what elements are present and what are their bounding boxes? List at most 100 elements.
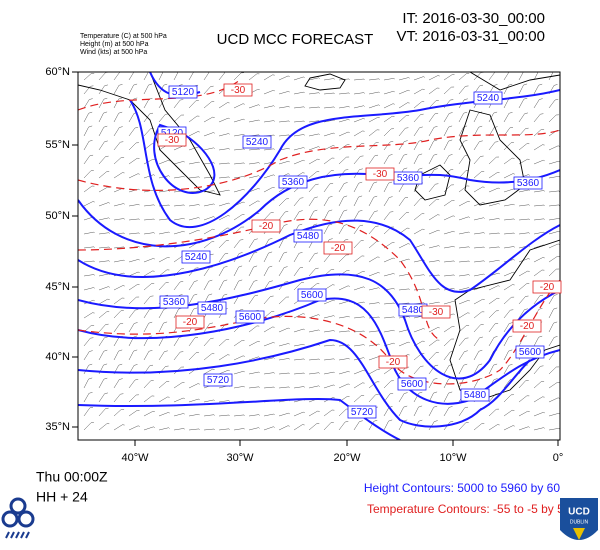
height-label: 5600 [397, 377, 427, 391]
legend-line: Wind (kts) at 500 hPa [80, 49, 147, 56]
ucd-subtext: DUBLIN [570, 519, 589, 525]
temperature-contour-note: Temperature Contours: -55 to -5 by 5 [367, 502, 564, 516]
lat-label: 50°N [45, 210, 70, 222]
lon-label: 20°W [333, 452, 361, 464]
height-label: 5360 [159, 295, 189, 309]
temperature-label-text: -30 [231, 85, 246, 96]
height-label-text: 5360 [517, 178, 540, 189]
height-label: 5600 [515, 345, 545, 359]
height-label: 5240 [473, 91, 503, 105]
temperature-label-text: -30 [165, 135, 180, 146]
height-contour [78, 338, 531, 428]
lat-label: 35°N [45, 421, 70, 433]
temperature-label-text: -20 [386, 357, 401, 368]
temperature-label: -30 [157, 133, 187, 147]
coastline [78, 72, 221, 196]
height-label: 5480 [293, 229, 323, 243]
height-label-text: 5600 [239, 312, 262, 323]
height-label-box [168, 85, 198, 99]
height-label-text: 5360 [397, 173, 420, 184]
height-label-box [181, 250, 211, 264]
lon-label: 40°W [121, 452, 149, 464]
temperature-label-box [223, 83, 253, 97]
temperature-label-text: -20 [520, 321, 535, 332]
valid-time: VT: 2016-03-31_00:00 [397, 28, 545, 45]
height-label-box [473, 91, 503, 105]
height-label-text: 5480 [201, 303, 224, 314]
height-label: 5720 [203, 373, 233, 387]
ucd-logo: UCD DUBLIN [560, 498, 598, 540]
temperature-label-box [157, 133, 187, 147]
temperature-label: -20 [532, 280, 562, 294]
height-label: 5360 [278, 175, 308, 189]
height-label-text: 5720 [207, 375, 230, 386]
init-time: IT: 2016-03-30_00:00 [402, 10, 545, 27]
lead-time: HH + 24 [36, 489, 88, 505]
temperature-label: -30 [223, 83, 253, 97]
legend-line: Temperature (C) at 500 hPa [80, 33, 167, 40]
height-label-text: 5600 [401, 379, 424, 390]
height-contour [153, 123, 216, 194]
height-label-text: 5360 [282, 177, 305, 188]
height-label-text: 5600 [519, 347, 542, 358]
height-label-text: 5600 [301, 290, 324, 301]
height-label-box [197, 301, 227, 315]
height-label-text: 5720 [351, 407, 374, 418]
height-contour-note: Height Contours: 5000 to 5960 by 60 [364, 481, 560, 495]
height-contour [78, 398, 401, 440]
height-label-box [293, 229, 323, 243]
temperature-label-text: -30 [373, 169, 388, 180]
height-label-box [203, 373, 233, 387]
coastline [414, 164, 451, 201]
map-layer [78, 72, 560, 440]
height-label-box [347, 405, 377, 419]
height-label: 5240 [242, 135, 272, 149]
temperature-label-text: -20 [540, 282, 555, 293]
temperature-label: -20 [378, 355, 408, 369]
height-label-box [159, 295, 189, 309]
height-label-text: 5480 [297, 231, 320, 242]
temperature-label: -20 [175, 315, 205, 329]
temperature-label-box [532, 280, 562, 294]
temperature-label-box [323, 241, 353, 255]
temperature-label-box [378, 355, 408, 369]
temperature-contour [78, 218, 441, 341]
temperature-label: -30 [365, 167, 395, 181]
height-contour [129, 89, 560, 228]
height-label-text: 5480 [464, 390, 487, 401]
height-label-box [297, 288, 327, 302]
lon-label: 0° [553, 452, 564, 464]
height-label: 5360 [393, 171, 423, 185]
temperature-contour [78, 279, 560, 385]
coastline [304, 73, 346, 91]
temperature-label-text: -30 [429, 307, 444, 318]
legend-line: Height (m) at 500 hPa [80, 41, 149, 48]
temperature-label-box [365, 167, 395, 181]
height-contour [78, 297, 560, 405]
lat-label: 60°N [45, 66, 70, 78]
valid-day: Thu 00:00Z [36, 469, 108, 485]
height-label-text: 5240 [185, 252, 208, 263]
height-label: 5600 [297, 288, 327, 302]
temperature-label-box [421, 305, 451, 319]
height-label-box [242, 135, 272, 149]
height-label-box [235, 310, 265, 324]
map-labels: 60°N 55°N 50°N 45°N 40°N 35°N 40°W 30°W 20°W 10°W… [45, 66, 563, 464]
height-label: 5240 [181, 250, 211, 264]
wind-barbs [83, 72, 560, 431]
lat-label: 55°N [45, 139, 70, 151]
mcc-logo [1, 496, 35, 548]
height-label-text: 5360 [163, 297, 186, 308]
height-label-text: 5240 [477, 93, 500, 104]
temperature-label-box [512, 319, 542, 333]
lon-label: 10°W [439, 452, 467, 464]
height-label-box [513, 176, 543, 190]
map-frame [77, 71, 561, 441]
height-label: 5600 [235, 310, 265, 324]
lon-label: 30°W [226, 452, 254, 464]
height-label-text: 5480 [402, 305, 425, 316]
lat-label: 40°N [45, 351, 70, 363]
height-contour [78, 219, 560, 293]
height-label-text: 5120 [172, 87, 195, 98]
temperature-label-text: -20 [183, 317, 198, 328]
